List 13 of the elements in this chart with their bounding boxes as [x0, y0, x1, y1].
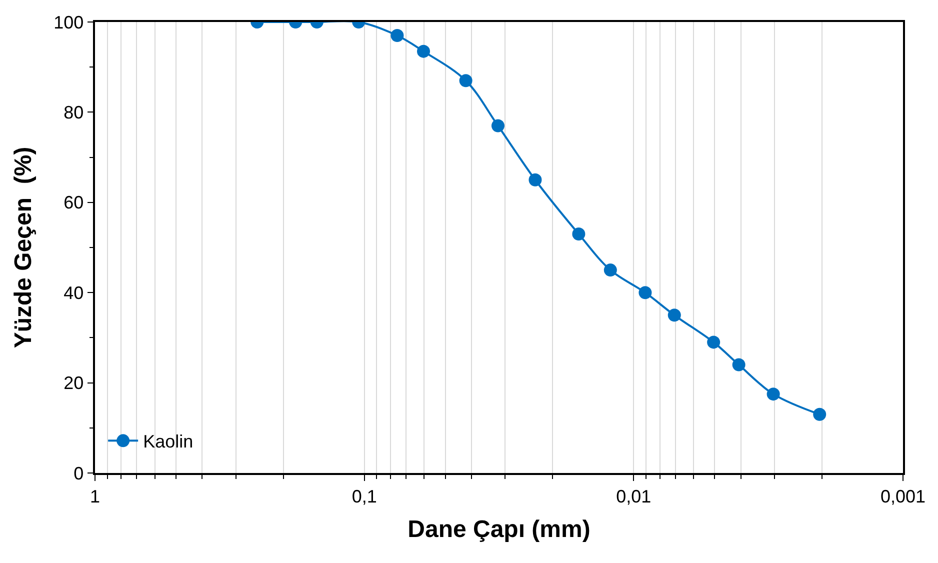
- x-tick-label: 0,01: [616, 486, 652, 506]
- legend-label: Kaolin: [143, 432, 194, 452]
- y-tick-label: 20: [64, 373, 84, 394]
- y-tick-label: 0: [74, 463, 84, 484]
- y-tick-label: 60: [64, 192, 84, 213]
- y-tick-label: 100: [54, 12, 84, 32]
- y-tick-label: 40: [64, 282, 84, 303]
- x-tick-label: 1: [90, 486, 100, 506]
- y-tick-label: 80: [64, 102, 84, 122]
- y-axis-title: Yüzde Geçen (%): [10, 146, 38, 348]
- x-axis-title: Dane Çapı (mm): [408, 516, 590, 544]
- x-tick-label: 0,1: [352, 486, 377, 506]
- x-tick-label: 0,001: [880, 486, 926, 506]
